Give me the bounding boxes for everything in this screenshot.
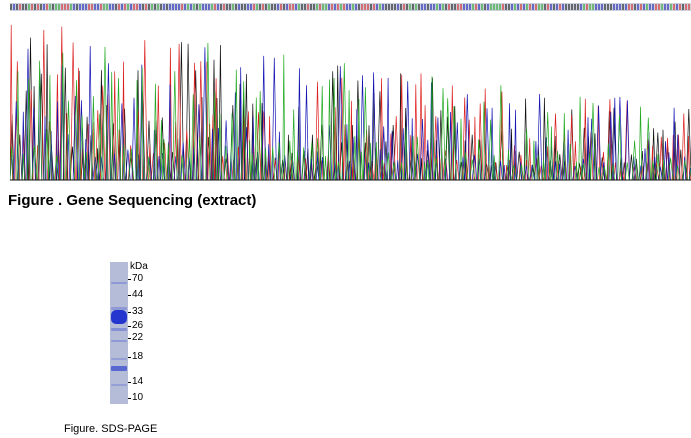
marker-tick bbox=[128, 294, 131, 296]
faint-band bbox=[111, 358, 127, 360]
base-call-strip bbox=[10, 3, 691, 11]
marker-value: 33 bbox=[132, 306, 144, 317]
marker-14: 14 bbox=[128, 376, 143, 388]
faint-band bbox=[111, 384, 127, 386]
faint-band bbox=[111, 282, 127, 284]
sds-page-caption: Figure. SDS-PAGE bbox=[64, 423, 158, 435]
marker-value: 18 bbox=[132, 351, 144, 362]
marker-26: 26 bbox=[128, 320, 143, 332]
marker-value: 10 bbox=[132, 392, 144, 403]
marker-33: 33 bbox=[128, 306, 143, 318]
marker-tick bbox=[128, 278, 131, 280]
marker-value: 70 bbox=[132, 273, 144, 284]
gel-lane bbox=[110, 262, 128, 404]
marker-18: 18 bbox=[128, 351, 143, 363]
marker-tick bbox=[128, 381, 131, 383]
marker-value: 22 bbox=[132, 332, 144, 343]
marker-value: 26 bbox=[132, 320, 144, 331]
marker-tick bbox=[128, 325, 131, 327]
marker-22: 22 bbox=[128, 332, 143, 344]
chromatogram-traces bbox=[10, 3, 691, 181]
marker-44: 44 bbox=[128, 289, 143, 301]
sds-page-gel: kDa 70 44 33 26 22 18 14 10 bbox=[100, 258, 180, 408]
marker-10: 10 bbox=[128, 392, 143, 404]
faint-band bbox=[111, 340, 127, 342]
secondary-band bbox=[111, 366, 127, 371]
marker-70: 70 bbox=[128, 273, 143, 285]
marker-tick bbox=[128, 356, 131, 358]
main-band bbox=[111, 310, 127, 324]
faint-band bbox=[111, 307, 127, 310]
marker-tick bbox=[128, 397, 131, 399]
sequencing-chromatogram bbox=[10, 2, 691, 182]
marker-tick bbox=[128, 337, 131, 339]
faint-band bbox=[111, 328, 127, 331]
marker-value: 44 bbox=[132, 289, 144, 300]
sequencing-caption: Figure . Gene Sequencing (extract) bbox=[8, 192, 257, 209]
kda-unit-label: kDa bbox=[130, 261, 148, 272]
marker-tick bbox=[128, 311, 131, 313]
marker-value: 14 bbox=[132, 376, 144, 387]
